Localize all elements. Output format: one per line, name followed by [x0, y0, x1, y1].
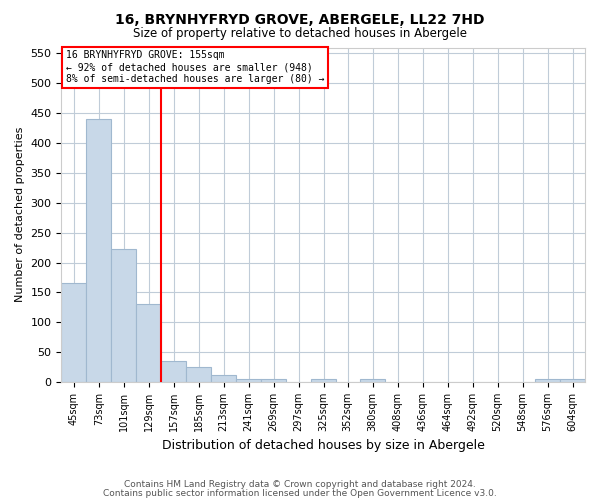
X-axis label: Distribution of detached houses by size in Abergele: Distribution of detached houses by size …: [162, 440, 485, 452]
Bar: [112, 250, 136, 382]
Bar: [535, 379, 560, 382]
Bar: [86, 118, 112, 382]
Bar: [360, 379, 385, 382]
Bar: [161, 360, 186, 382]
Bar: [311, 379, 336, 382]
Bar: [186, 367, 211, 382]
Bar: [236, 379, 261, 382]
Bar: [136, 304, 161, 382]
Bar: [560, 379, 585, 382]
Text: Size of property relative to detached houses in Abergele: Size of property relative to detached ho…: [133, 28, 467, 40]
Y-axis label: Number of detached properties: Number of detached properties: [15, 127, 25, 302]
Text: Contains public sector information licensed under the Open Government Licence v3: Contains public sector information licen…: [103, 488, 497, 498]
Text: 16 BRYNHYFRYD GROVE: 155sqm
← 92% of detached houses are smaller (948)
8% of sem: 16 BRYNHYFRYD GROVE: 155sqm ← 92% of det…: [66, 50, 325, 84]
Bar: [61, 284, 86, 382]
Text: Contains HM Land Registry data © Crown copyright and database right 2024.: Contains HM Land Registry data © Crown c…: [124, 480, 476, 489]
Bar: [211, 376, 236, 382]
Text: 16, BRYNHYFRYD GROVE, ABERGELE, LL22 7HD: 16, BRYNHYFRYD GROVE, ABERGELE, LL22 7HD: [115, 12, 485, 26]
Bar: [261, 379, 286, 382]
